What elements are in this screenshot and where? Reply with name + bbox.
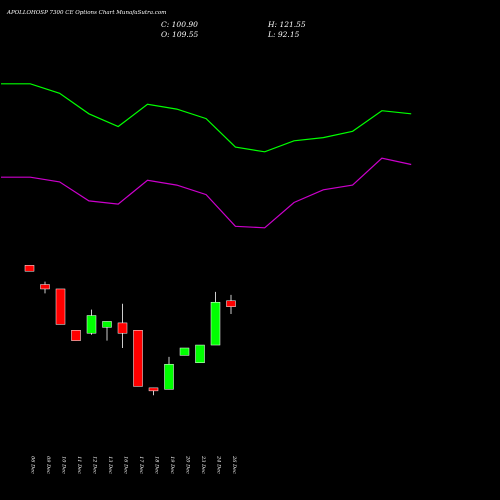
x-tick-label: 16 Dec [123,456,129,474]
candle [164,356,174,390]
candle-body [71,330,81,341]
candle-body [55,288,66,325]
candle [117,303,128,348]
candle [226,294,236,315]
indicator-bands [1,83,412,229]
close-value: C: 100.90 [161,20,198,29]
x-tick-label: 13 Dec [107,456,113,474]
low-value: L: 92.15 [267,30,300,39]
candles [24,265,236,396]
candle-body [102,321,112,328]
x-tick-label: 17 Dec [138,456,144,474]
x-tick-label: 18 Dec [154,456,160,474]
x-tick-label: 20 Dec [185,455,191,474]
open-value: O: 109.55 [161,30,199,39]
x-tick-label: 23 Dec [200,455,206,474]
candle-body [148,387,159,392]
x-tick-label: 09 Dec [45,456,51,474]
upper-band-line [1,83,412,153]
x-tick-label: 24 Dec [216,455,222,474]
candle-body [117,322,128,334]
x-tick-label: 19 Dec [169,456,175,474]
candle [179,347,190,356]
candle [55,288,66,325]
candle-body [86,315,97,334]
candle-body [226,300,236,307]
x-tick-label: 12 Dec [92,456,98,474]
candle [86,309,97,335]
lower-band-line [1,157,412,229]
candle-body [40,284,50,290]
candle [133,330,143,387]
candle [71,330,81,341]
candle-body [133,330,143,387]
x-tick-label: 11 Dec [76,456,82,474]
candle [102,321,112,341]
candle-body [210,301,221,346]
candle-body [164,363,174,390]
x-tick-label: 06 Dec [30,456,36,474]
candle [24,265,35,272]
candle-body [195,344,205,364]
candle-body [179,347,190,356]
x-axis-ticks: 06 Dec 09 Dec 10 Dec 11 Dec 12 Dec 13 Dec 16 D… [30,455,238,474]
candle [195,344,205,364]
candle [148,387,159,396]
candle [210,291,221,346]
x-tick-label: 10 Dec [61,456,67,474]
candle [40,281,50,294]
chart-title: APOLLOHOSP 7300 CE Options Chart MunafaS… [6,10,166,16]
x-tick-label: 26 Dec [231,455,237,474]
candle-body [24,265,35,272]
high-value: H: 121.55 [267,20,306,29]
